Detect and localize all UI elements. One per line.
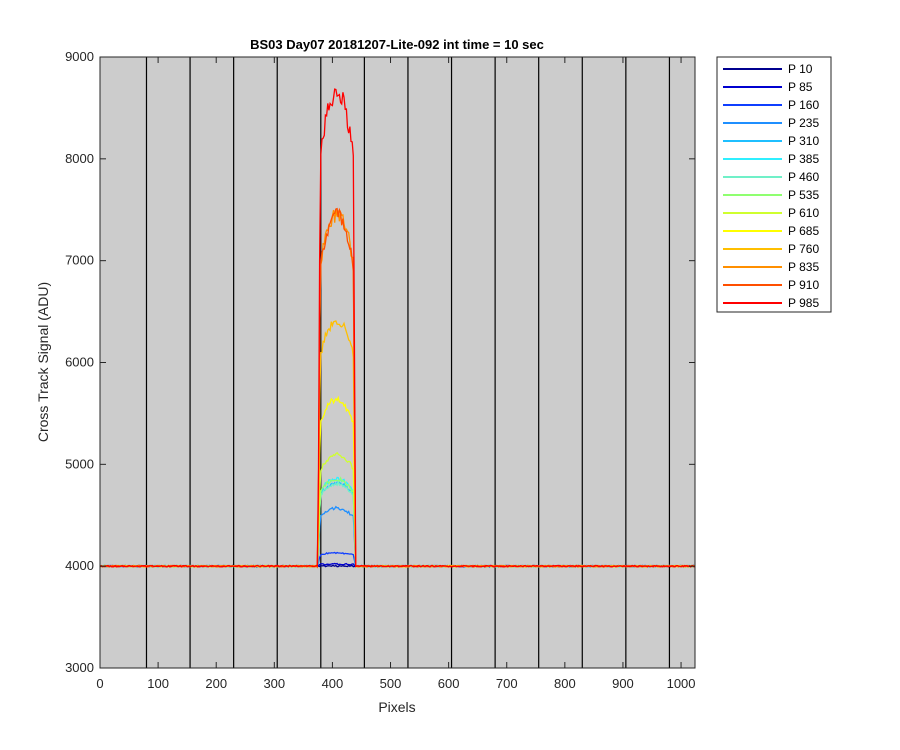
legend-label: P 10 <box>788 62 813 76</box>
legend-label: P 610 <box>788 206 819 220</box>
legend-box <box>716 56 832 313</box>
x-tick-label: 900 <box>612 676 634 691</box>
y-tick-label: 6000 <box>65 355 94 370</box>
y-axis: 3000 4000 5000 6000 7000 8000 9000 <box>65 49 695 675</box>
y-tick-label: 4000 <box>65 558 94 573</box>
x-tick-label: 1000 <box>667 676 696 691</box>
legend-label: P 835 <box>788 260 819 274</box>
legend-label: P 535 <box>788 188 819 202</box>
y-tick-label: 9000 <box>65 49 94 64</box>
x-tick-label: 200 <box>205 676 227 691</box>
x-tick-label: 400 <box>322 676 344 691</box>
legend-label: P 310 <box>788 134 819 148</box>
x-tick-label: 600 <box>438 676 460 691</box>
y-tick-label: 5000 <box>65 456 94 471</box>
legend-label: P 760 <box>788 242 819 256</box>
y-tick-label: 7000 <box>65 253 94 268</box>
y-tick-label: 3000 <box>65 660 94 675</box>
legend-label: P 910 <box>788 278 819 292</box>
y-axis-label: Cross Track Signal (ADU) <box>35 282 51 442</box>
series-lines <box>99 88 696 569</box>
legend-label: P 385 <box>788 152 819 166</box>
legend-label: P 985 <box>788 296 819 310</box>
legend: P 10 P 85 P 160 P 235 P 310 P 385 P 460 P 535 P … <box>716 56 832 313</box>
x-tick-label: 800 <box>554 676 576 691</box>
x-axis: 0 100 200 300 400 500 600 700 800 900 1000 <box>96 57 696 691</box>
legend-label: P 235 <box>788 116 819 130</box>
x-axis-label: Pixels <box>378 699 415 715</box>
legend-label: P 85 <box>788 80 813 94</box>
legend-label: P 460 <box>788 170 819 184</box>
x-tick-label: 300 <box>263 676 285 691</box>
x-tick-label: 0 <box>96 676 103 691</box>
plot-area <box>100 57 695 668</box>
series-line-p-985 <box>99 88 696 568</box>
chart-title: BS03 Day07 20181207-Lite-092 int time = … <box>250 37 544 52</box>
x-tick-label: 500 <box>380 676 402 691</box>
y-tick-label: 8000 <box>65 151 94 166</box>
legend-label: P 685 <box>788 224 819 238</box>
x-tick-label: 700 <box>496 676 518 691</box>
x-tick-label: 100 <box>147 676 169 691</box>
legend-label: P 160 <box>788 98 819 112</box>
